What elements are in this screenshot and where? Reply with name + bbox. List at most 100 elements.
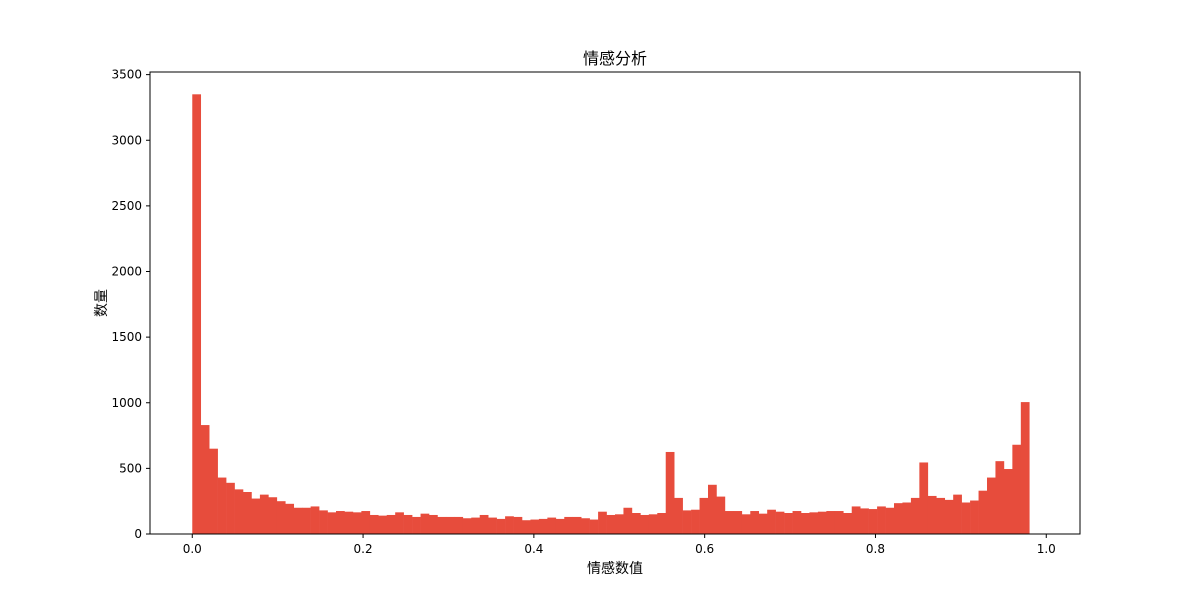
x-tick-label: 0.6 (695, 542, 714, 556)
y-axis-ticks: 0 500 1000 1500 2000 2500 3000 3500 (111, 68, 150, 541)
y-tick-label: 3000 (111, 133, 142, 147)
histogram-bar (437, 516, 447, 534)
histogram-bar (927, 495, 937, 534)
histogram-bar (894, 503, 903, 534)
x-tick-label: 0.4 (524, 542, 543, 556)
histogram-bar (1012, 444, 1022, 534)
histogram-bar (868, 509, 878, 534)
histogram-bar (293, 507, 303, 534)
histogram-bar (944, 499, 954, 535)
histogram-bar (733, 511, 743, 534)
x-tick-label: 0.8 (866, 542, 885, 556)
histogram-bar (834, 511, 844, 534)
histogram-bar (336, 511, 345, 534)
histogram-bar (606, 514, 616, 534)
histogram-bar (285, 503, 295, 534)
histogram-bar (682, 510, 692, 535)
histogram-bar (860, 508, 869, 534)
x-axis-ticks: 0.0 0.2 0.4 0.6 0.8 1.0 (183, 534, 1056, 556)
histogram-bar (352, 512, 362, 534)
histogram-bar (750, 511, 760, 534)
histogram-bar (851, 506, 861, 534)
histogram-bar (386, 514, 396, 534)
histogram-bar (319, 510, 328, 535)
y-tick-label: 1500 (111, 330, 142, 344)
histogram-bar (462, 518, 472, 534)
histogram-bar (792, 511, 802, 534)
histogram-bar (445, 516, 455, 534)
histogram-bar (429, 514, 438, 534)
histogram-bar (251, 498, 261, 534)
histogram-bar (1003, 469, 1013, 534)
histogram-bar (581, 518, 590, 534)
histogram-bar (454, 516, 464, 534)
histogram-bar (902, 502, 912, 534)
histogram-bar (361, 511, 371, 534)
histogram-bar (513, 516, 523, 534)
histogram-bar (910, 497, 920, 534)
histogram-bar (403, 514, 413, 534)
histogram-bar (648, 514, 658, 534)
histogram-bar (395, 512, 404, 534)
histogram-bar (327, 512, 337, 534)
histogram-bar (209, 448, 218, 534)
histogram-bar (378, 515, 388, 535)
histogram-bar (555, 518, 565, 534)
y-axis-label: 数量 (94, 289, 110, 317)
histogram-bar (412, 516, 421, 534)
histogram-bar (538, 518, 548, 534)
histogram-bar (708, 484, 717, 534)
histogram-bar (243, 492, 252, 534)
histogram-bar (505, 516, 514, 534)
histogram-bar (801, 513, 810, 534)
histogram-bar (826, 511, 836, 534)
y-tick-label: 500 (119, 461, 142, 475)
y-tick-label: 0 (134, 527, 142, 541)
histogram-bar (953, 494, 962, 535)
histogram-bar (817, 511, 827, 534)
histogram-bar (344, 511, 354, 534)
histogram-bar (784, 513, 793, 534)
y-tick-label: 2000 (111, 265, 142, 279)
histogram-bar (589, 519, 599, 534)
histogram-bar (564, 516, 574, 534)
y-tick-label: 1000 (111, 396, 142, 410)
y-tick-label: 2500 (111, 199, 142, 213)
histogram-bar (598, 511, 607, 534)
histogram-bar (310, 506, 320, 534)
histogram-bar (699, 497, 709, 534)
histogram-bar (530, 519, 540, 534)
histogram-bar (276, 501, 286, 534)
histogram-bar (496, 518, 506, 534)
chart-title: 情感分析 (583, 49, 647, 68)
histogram-bar (217, 477, 227, 534)
histogram-bar (192, 94, 202, 534)
x-tick-label: 0.2 (354, 542, 373, 556)
histogram-bar (471, 517, 481, 534)
histogram-bar (488, 517, 497, 534)
histogram-bar (200, 425, 210, 534)
histogram-bar (665, 451, 675, 534)
y-tick-label: 3500 (111, 68, 142, 82)
x-tick-label: 0.0 (183, 542, 202, 556)
histogram-bar (885, 507, 895, 534)
histogram-bar (919, 462, 929, 534)
histogram-bar (547, 517, 557, 534)
x-axis-label: 情感数值 (587, 560, 643, 577)
histogram-bar (259, 494, 269, 535)
histogram-bar (970, 500, 979, 534)
histogram-bar (369, 514, 379, 534)
histogram-bar (809, 512, 819, 534)
histogram-bar (522, 520, 531, 534)
histogram-bar (978, 490, 988, 534)
histogram-bar (674, 497, 683, 534)
histogram-bar (995, 461, 1005, 534)
histogram-bar (724, 511, 734, 534)
histogram-bar (767, 509, 776, 534)
histogram-bar (741, 514, 751, 534)
histogram-bar (631, 513, 641, 534)
histogram-bar (623, 507, 633, 534)
plot-frame (149, 71, 1081, 535)
histogram-bar (961, 502, 971, 534)
